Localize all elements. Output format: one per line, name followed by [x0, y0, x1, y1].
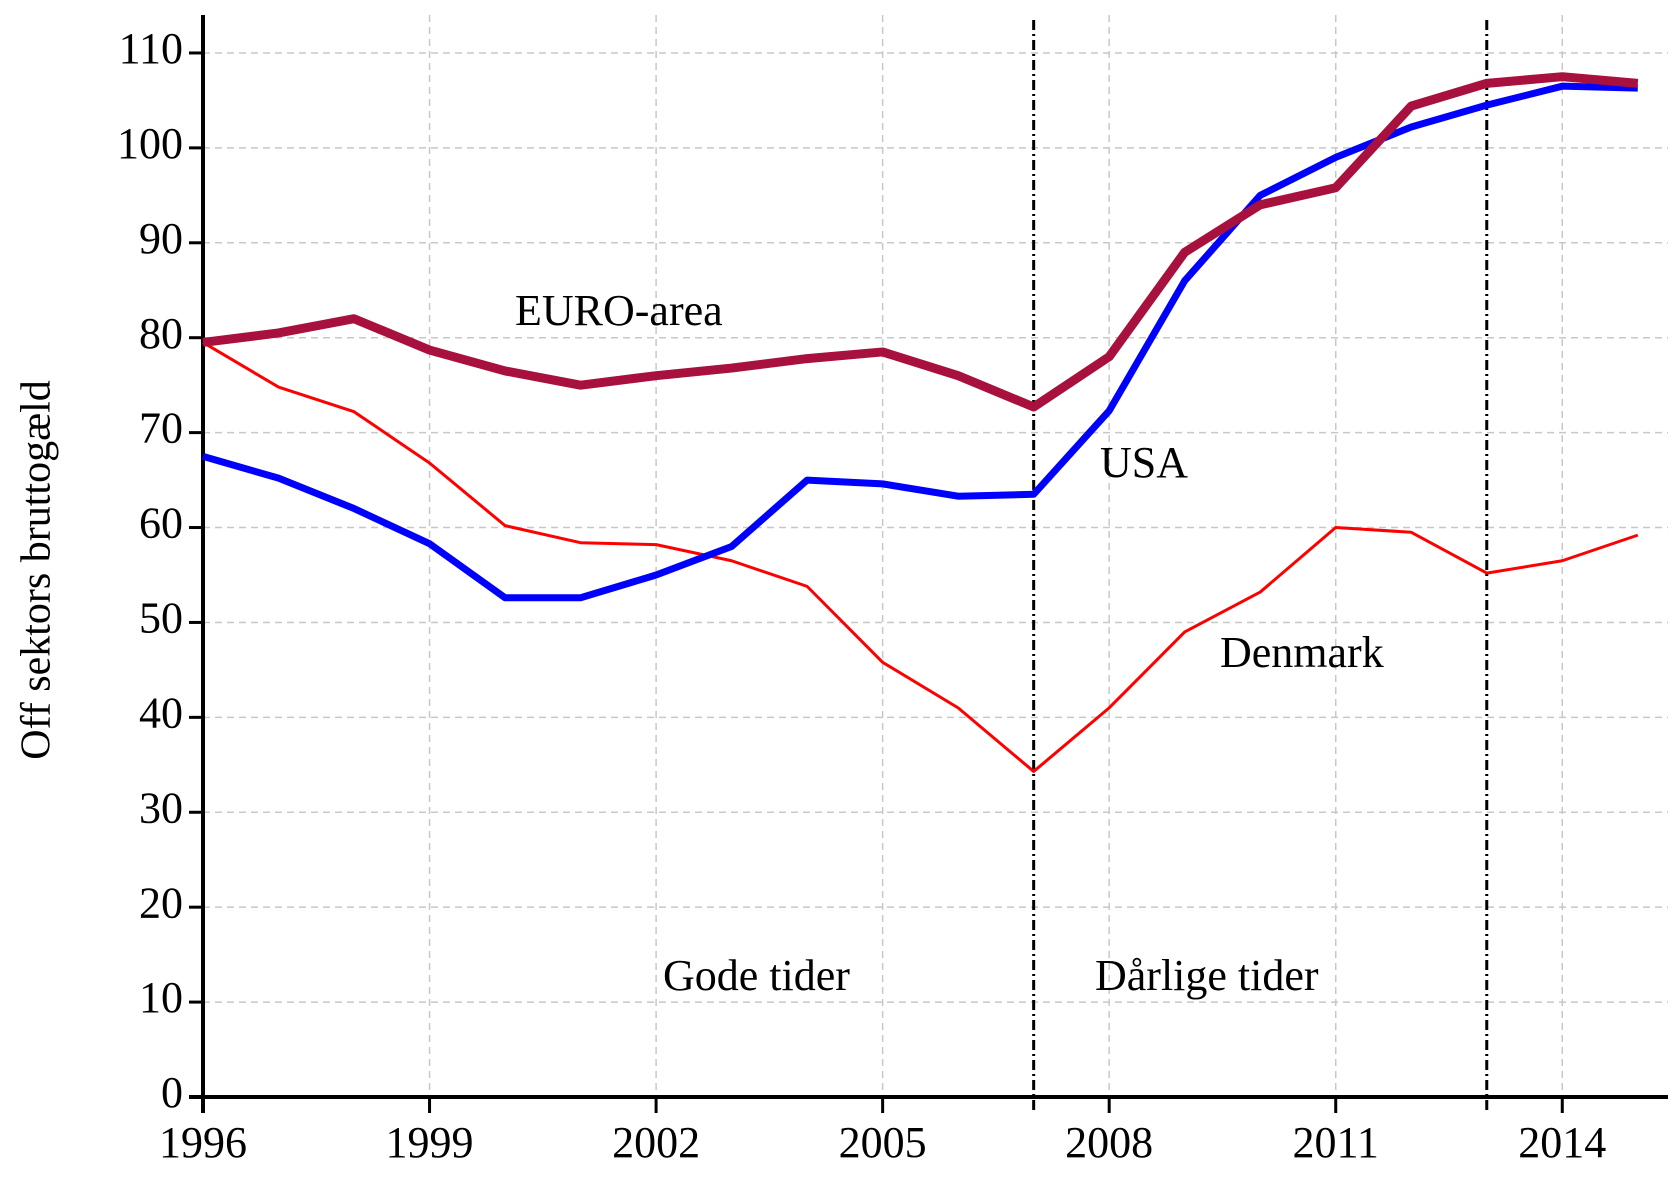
annotation: Dårlige tider	[1095, 951, 1319, 1000]
y-tick-label: 70	[139, 404, 183, 453]
series-label: Denmark	[1220, 628, 1384, 677]
x-tick-label: 2011	[1293, 1118, 1379, 1167]
y-tick-label: 100	[117, 119, 183, 168]
x-tick-label: 2005	[839, 1118, 927, 1167]
series-label: USA	[1100, 438, 1188, 487]
y-tick-label: 40	[139, 688, 183, 737]
x-tick-label: 2002	[612, 1118, 700, 1167]
line-series	[202, 82, 1638, 602]
y-tick-label: 0	[161, 1068, 183, 1117]
line-series	[202, 341, 1639, 773]
x-tick-label: 2008	[1065, 1118, 1153, 1167]
x-tick-label: 1999	[386, 1118, 474, 1167]
line-series	[202, 72, 1639, 412]
y-tick-label: 30	[139, 783, 183, 832]
y-tick-label: 80	[139, 309, 183, 358]
annotation: Gode tider	[663, 951, 850, 1000]
y-axis-label: Off sektors bruttogæld	[14, 380, 60, 760]
y-tick-label: 50	[139, 594, 183, 643]
y-tick-label: 110	[119, 24, 183, 73]
y-tick-label: 20	[139, 878, 183, 927]
y-tick-label: 60	[139, 499, 183, 548]
x-tick-label: 1996	[159, 1118, 247, 1167]
series-label: EURO-area	[515, 286, 723, 335]
y-tick-label: 90	[139, 214, 183, 263]
y-tick-label: 10	[139, 973, 183, 1022]
x-tick-label: 2014	[1518, 1118, 1606, 1167]
